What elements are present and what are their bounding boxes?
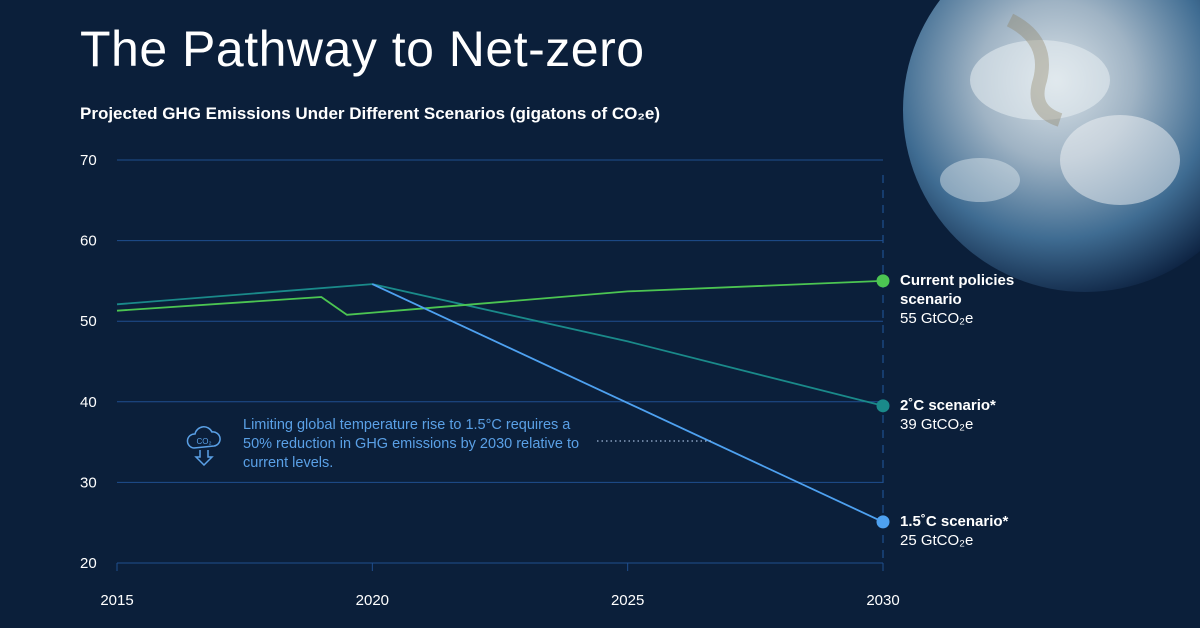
- series-line-one_five_degree: [371, 283, 884, 523]
- note-text: Limiting global temperature rise to 1.5°…: [243, 417, 580, 471]
- y-tick-label: 70: [80, 152, 97, 169]
- scenario-label-one_five_degree: 1.5˚C scenario* 25 GtCO₂e: [900, 512, 1008, 550]
- y-tick-label: 40: [80, 394, 97, 411]
- co2-icon-text: CO₂: [196, 437, 211, 446]
- x-tick-label: 2025: [611, 592, 644, 609]
- series-end-marker-current_policies: [876, 274, 890, 288]
- x-tick-label: 2020: [356, 592, 389, 609]
- scenario-label-two_degree: 2˚C scenario* 39 GtCO₂e: [900, 396, 996, 434]
- y-tick-label: 50: [80, 313, 97, 330]
- page-title: The Pathway to Net-zero: [80, 21, 645, 77]
- earth-globe-icon: [903, 0, 1200, 292]
- series-line-two_degree: [116, 283, 884, 407]
- chart-grid: [117, 159, 884, 564]
- series-end-marker-one_five_degree: [876, 515, 890, 529]
- y-tick-label: 30: [80, 474, 97, 491]
- series-end-marker-two_degree: [876, 399, 890, 413]
- x-tick-label: 2030: [866, 592, 899, 609]
- cloud-co2-down-icon: CO₂: [186, 426, 221, 466]
- scenario-value: 25 GtCO₂e: [900, 531, 974, 549]
- chart-series: [116, 274, 890, 529]
- y-tick-label: 20: [80, 555, 97, 572]
- y-tick-label: 60: [80, 233, 97, 250]
- chart-subtitle: Projected GHG Emissions Under Different …: [80, 104, 660, 123]
- series-line-current_policies: [116, 280, 884, 316]
- scenario-name: Current policies: [900, 271, 1015, 289]
- scenario-name: scenario: [900, 290, 962, 308]
- scenario-name: 2˚C scenario*: [900, 396, 996, 414]
- x-tick-label: 2015: [100, 592, 133, 609]
- scenario-value: 55 GtCO₂e: [900, 309, 974, 327]
- scenario-name: 1.5˚C scenario*: [900, 512, 1009, 530]
- scenario-label-current_policies: Current policies scenario 55 GtCO₂e: [900, 271, 1014, 328]
- scenario-value: 39 GtCO₂e: [900, 415, 974, 433]
